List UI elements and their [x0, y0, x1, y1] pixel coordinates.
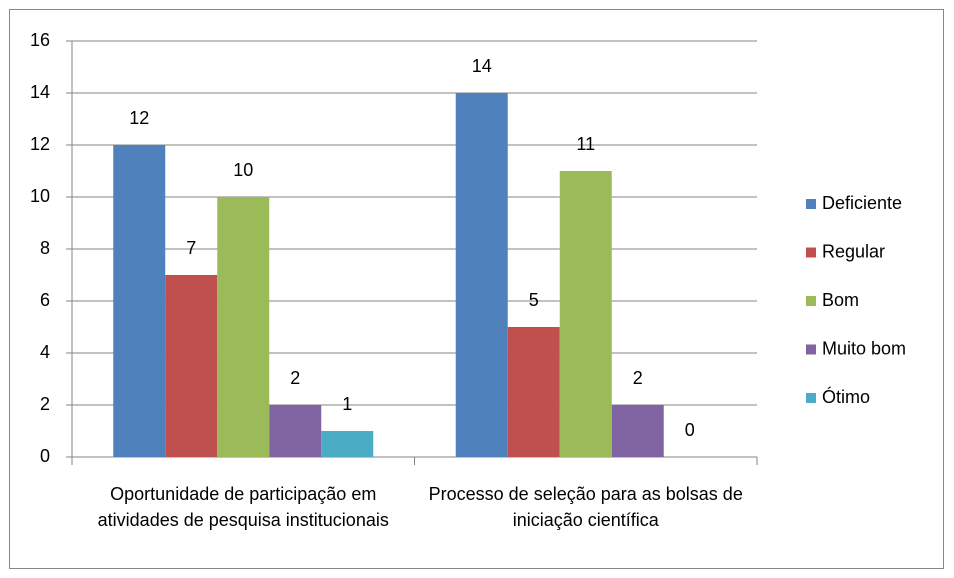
- x-tick-label: Oportunidade de participação em atividad…: [97, 484, 389, 530]
- legend-swatch: [806, 247, 816, 258]
- y-tick-label: 4: [40, 342, 50, 362]
- bar: [321, 431, 374, 457]
- y-tick-label: 0: [40, 446, 50, 466]
- bar: [455, 93, 508, 457]
- data-label: 2: [290, 368, 300, 388]
- data-label: 14: [472, 56, 492, 76]
- bar: [269, 405, 322, 457]
- legend-label: Bom: [822, 290, 859, 310]
- data-label: 11: [576, 134, 595, 154]
- data-label: 7: [186, 238, 196, 258]
- bar: [611, 405, 664, 457]
- data-label: 2: [633, 368, 643, 388]
- bar: [113, 145, 166, 457]
- y-tick-label: 8: [40, 238, 50, 258]
- legend-swatch: [806, 344, 816, 355]
- data-label: 1: [342, 394, 352, 414]
- data-label: 5: [529, 290, 539, 310]
- legend-swatch: [806, 296, 816, 306]
- y-tick-label: 2: [40, 394, 50, 414]
- data-label: 12: [129, 108, 149, 128]
- legend-label: Regular: [822, 241, 885, 261]
- y-tick-label: 6: [40, 290, 50, 310]
- y-tick-label: 12: [30, 134, 50, 154]
- legend-swatch: [806, 199, 816, 209]
- legend-label: Muito bom: [822, 338, 906, 358]
- bar: [165, 275, 218, 457]
- y-tick-label: 10: [30, 186, 50, 206]
- bar: [559, 171, 612, 457]
- legend-label: Ótimo: [822, 386, 870, 407]
- legend-swatch: [806, 393, 816, 403]
- data-label: 10: [233, 160, 253, 180]
- legend-label: Deficiente: [822, 193, 902, 213]
- bar: [217, 197, 270, 457]
- x-tick-label: Processo de seleção para as bolsas de in…: [428, 484, 743, 530]
- y-tick-label: 14: [30, 82, 50, 102]
- y-tick-label: 16: [30, 30, 50, 50]
- data-label: 0: [685, 420, 695, 440]
- bar: [507, 327, 560, 457]
